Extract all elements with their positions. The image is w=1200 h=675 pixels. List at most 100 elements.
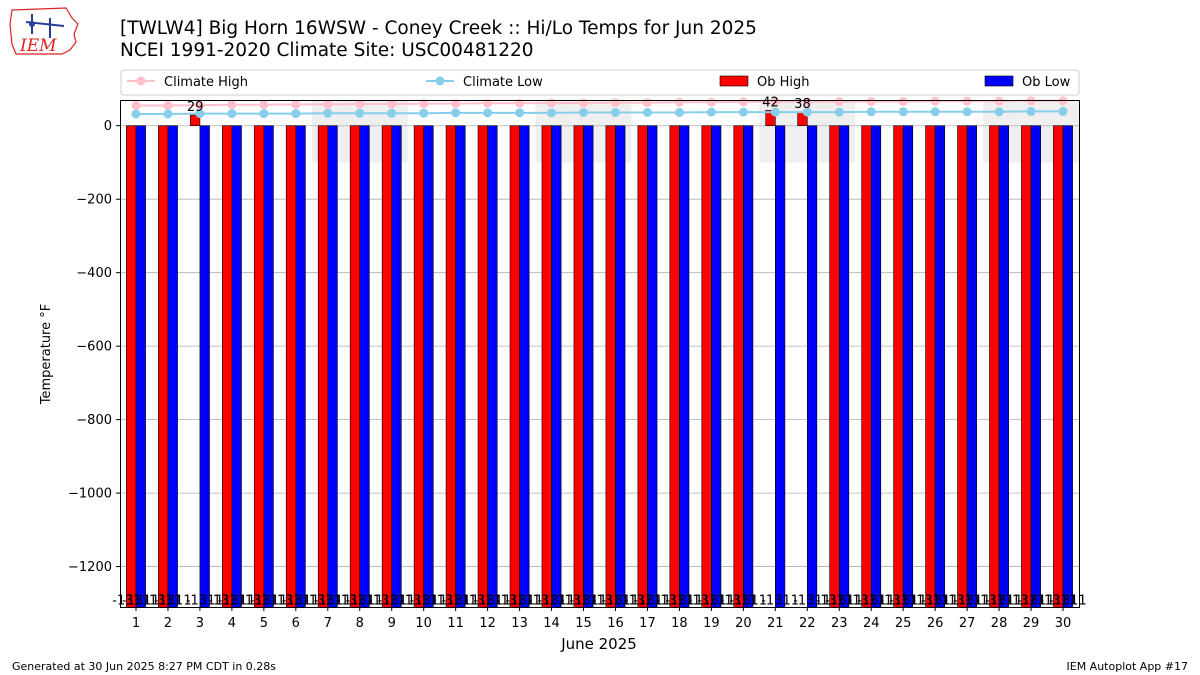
climate-high-point-11 xyxy=(451,99,461,109)
legend-ob-low-label: Ob Low xyxy=(1022,75,1071,90)
ob-low-bar-22 xyxy=(806,125,818,608)
ob-high-bar-18 xyxy=(669,125,680,608)
ob-high-label-21: 42 xyxy=(762,95,779,110)
ob-low-bar-29 xyxy=(1030,125,1041,608)
climate-high-point-25 xyxy=(898,96,908,106)
x-tick-label-9: 9 xyxy=(388,616,396,631)
footer-generated: Generated at 30 Jun 2025 8:27 PM CDT in … xyxy=(12,660,277,673)
ob-high-bar-6 xyxy=(285,125,297,608)
climate-high-point-28 xyxy=(994,96,1004,106)
climate-high-line xyxy=(135,99,1064,107)
x-tick-label-28: 28 xyxy=(991,616,1008,631)
climate-high-point-9 xyxy=(387,99,397,109)
ob-high-label-6: -1311 xyxy=(272,593,310,608)
ob-high-label-23: -1311 xyxy=(816,593,854,608)
ob-high-bar-12 xyxy=(477,125,488,608)
x-tick-label-5: 5 xyxy=(260,616,268,631)
ob-high-bar-24 xyxy=(861,125,872,608)
ob-high-label-25: -1311 xyxy=(879,593,917,608)
x-tick-label-27: 27 xyxy=(959,616,976,631)
ob-high-bar-13 xyxy=(509,125,520,608)
x-tick-label-11: 11 xyxy=(447,616,464,631)
ob-high-bar-2 xyxy=(158,125,169,608)
y-tick-label--1000: −1000 xyxy=(68,487,112,502)
ob-high-label-8: -1311 xyxy=(336,593,374,608)
ob-low-bar-24 xyxy=(870,125,882,608)
ob-high-bar-15 xyxy=(573,125,584,608)
ob-low-bar-19 xyxy=(711,125,722,608)
ob-low-label-21: -1311 xyxy=(761,593,799,608)
ob-high-bar-7 xyxy=(317,125,329,608)
x-tick-label-15: 15 xyxy=(575,616,592,631)
climate-high-point-7 xyxy=(323,99,333,109)
x-tick-label-29: 29 xyxy=(1023,616,1040,631)
climate-high-point-12 xyxy=(483,98,493,108)
ob-high-label-9: -1311 xyxy=(368,593,406,608)
x-tick-label-22: 22 xyxy=(799,616,816,631)
y-tick-label--1200: −1200 xyxy=(68,560,112,575)
plot-frame xyxy=(120,100,1080,608)
ob-high-label-20: -1311 xyxy=(720,593,758,608)
legend-climate-low-marker xyxy=(435,76,445,86)
climate-high-point-14 xyxy=(547,98,557,108)
x-tick-label-8: 8 xyxy=(356,616,364,631)
ob-low-bar-13 xyxy=(519,125,530,608)
climate-low-point-23 xyxy=(834,107,844,117)
ob-high-bar-17 xyxy=(637,125,648,608)
ob-high-label-15: -1311 xyxy=(560,593,598,608)
ob-high-label-26: -1311 xyxy=(911,593,949,608)
ob-high-label-30: -1311 xyxy=(1039,593,1077,608)
ob-low-bar-1 xyxy=(135,125,146,608)
ob-low-label-9: -1311 xyxy=(378,593,416,608)
y-tick-label--200: −200 xyxy=(76,193,112,208)
ob-high-bar-27 xyxy=(957,125,968,608)
climate-lines xyxy=(131,96,1068,119)
climate-low-point-3 xyxy=(195,109,205,119)
climate-low-point-2 xyxy=(163,109,173,119)
climate-low-point-6 xyxy=(291,109,301,119)
legend-climate-high-label: Climate High xyxy=(164,75,248,90)
ob-high-label-7: -1311 xyxy=(304,593,342,608)
legend-box xyxy=(120,69,1080,96)
ob-low-label-18: -1311 xyxy=(665,593,703,608)
ob-high-bar-29 xyxy=(1021,125,1032,608)
y-tick-label-0: 0 xyxy=(104,119,112,134)
climate-low-point-21 xyxy=(770,107,780,117)
y-tick-label--600: −600 xyxy=(76,340,112,355)
ob-low-label-29: -1311 xyxy=(1017,593,1055,608)
ob-low-bar-6 xyxy=(295,125,306,608)
climate-high-point-16 xyxy=(610,98,620,108)
climate-high-point-21 xyxy=(770,97,780,107)
bars xyxy=(126,109,1073,608)
legend-ob-high-swatch xyxy=(719,75,749,87)
title-block: [TWLW4] Big Horn 16WSW - Coney Creek :: … xyxy=(120,18,757,62)
ob-low-label-1: -1311 xyxy=(122,593,160,608)
ob-low-label-16: -1311 xyxy=(601,593,639,608)
ob-low-label-7: -1311 xyxy=(314,593,352,608)
ob-high-label-24: -1311 xyxy=(848,593,886,608)
climate-low-point-7 xyxy=(323,108,333,118)
x-tick-label-2: 2 xyxy=(164,616,172,631)
ob-low-label-17: -1311 xyxy=(633,593,671,608)
ob-high-label-5: -1311 xyxy=(240,593,278,608)
x-tick-label-19: 19 xyxy=(703,616,720,631)
climate-low-point-24 xyxy=(866,107,876,117)
ob-low-bar-25 xyxy=(902,125,914,608)
ob-high-label-28: -1311 xyxy=(975,593,1013,608)
ob-low-label-23: -1311 xyxy=(825,593,863,608)
climate-high-point-5 xyxy=(259,100,269,110)
ob-low-bar-16 xyxy=(615,125,626,608)
climate-high-point-19 xyxy=(706,97,716,107)
climate-high-point-8 xyxy=(355,99,365,109)
ob-low-bar-3 xyxy=(199,125,210,608)
ob-high-bar-1 xyxy=(126,125,137,608)
ob-low-label-19: -1311 xyxy=(697,593,735,608)
ob-low-bar-26 xyxy=(934,125,946,608)
x-tick-label-21: 21 xyxy=(767,616,784,631)
ob-low-label-2: -1311 xyxy=(154,593,192,608)
ob-low-label-4: -1311 xyxy=(218,593,256,608)
climate-high-point-1 xyxy=(131,101,141,111)
climate-low-point-9 xyxy=(387,108,397,118)
ob-low-bar-5 xyxy=(263,125,274,608)
climate-low-point-26 xyxy=(930,107,940,117)
